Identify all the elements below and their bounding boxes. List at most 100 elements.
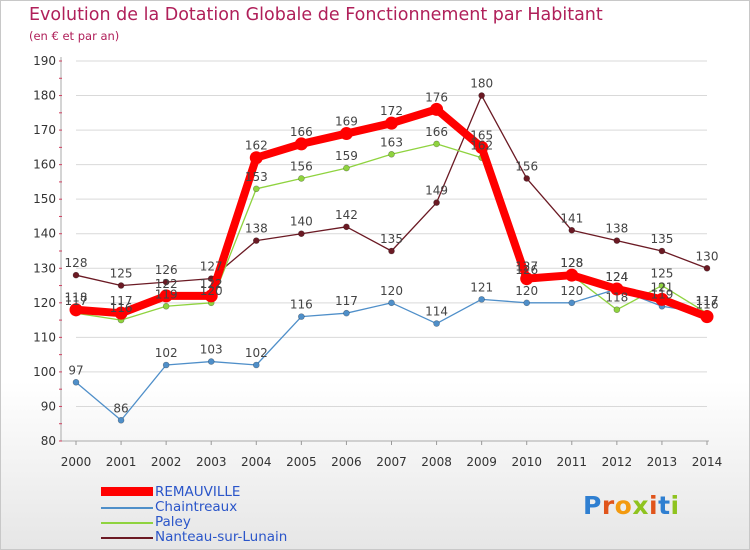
x-tick-label: 2002 [151, 455, 182, 469]
y-tick-label: 80 [41, 434, 56, 448]
data-label-chaintreaux: 97 [68, 363, 83, 377]
x-tick-label: 2000 [61, 455, 92, 469]
data-label-nanteau-sur-lunain: 138 [245, 222, 268, 236]
logo-letter: o [614, 491, 633, 520]
legend-swatch [101, 507, 153, 509]
data-point-paley [613, 306, 621, 314]
data-point-chaintreaux [162, 361, 170, 369]
y-tick-label: 130 [33, 261, 56, 275]
data-point-remauville [114, 306, 128, 320]
legend-swatch [101, 487, 153, 496]
data-label-nanteau-sur-lunain: 142 [335, 208, 358, 222]
proxiti-logo: Proxiti [583, 491, 680, 520]
logo-letter: t [658, 491, 671, 520]
data-label-nanteau-sur-lunain: 149 [425, 184, 448, 198]
data-label-nanteau-sur-lunain: 126 [155, 263, 178, 277]
x-tick-label: 2012 [602, 455, 633, 469]
data-point-chaintreaux [478, 296, 485, 303]
data-label-nanteau-sur-lunain: 141 [560, 211, 583, 225]
legend-label: REMAUVILLE [155, 484, 241, 500]
data-point-remauville [565, 268, 579, 282]
data-point-nanteau-sur-lunain [117, 282, 125, 289]
data-label-chaintreaux: 117 [696, 294, 719, 308]
data-point-nanteau-sur-lunain [72, 271, 80, 279]
data-label-remauville: 121 [650, 280, 673, 294]
data-label-nanteau-sur-lunain: 135 [650, 232, 673, 246]
data-point-chaintreaux [117, 416, 125, 424]
y-tick-label: 170 [33, 123, 56, 137]
logo-letter: i [670, 491, 680, 520]
data-label-chaintreaux: 102 [155, 346, 178, 360]
legend-label: Nanteau-sur-Lunain [155, 529, 288, 545]
y-tick-label: 180 [33, 89, 56, 103]
data-point-nanteau-sur-lunain [433, 199, 440, 206]
data-point-remauville [700, 310, 714, 324]
y-tick-label: 160 [33, 158, 56, 172]
data-label-remauville: 162 [245, 139, 268, 153]
logo-letter: x [632, 491, 649, 520]
legend-swatch [101, 537, 153, 539]
data-point-nanteau-sur-lunain [658, 247, 666, 255]
data-label-paley: 120 [200, 284, 223, 298]
x-tick-label: 2008 [421, 455, 452, 469]
data-label-remauville: 116 [696, 298, 719, 312]
data-label-remauville: 122 [155, 277, 178, 291]
data-label-remauville: 165 [470, 128, 493, 142]
logo-letter: P [583, 491, 602, 520]
data-point-chaintreaux [568, 299, 576, 307]
data-label-chaintreaux: 86 [113, 401, 128, 415]
y-tick-label: 140 [33, 227, 56, 241]
data-point-chaintreaux [298, 313, 305, 320]
x-tick-label: 2011 [557, 455, 588, 469]
data-point-paley [388, 150, 395, 158]
data-point-nanteau-sur-lunain [703, 264, 711, 272]
data-label-remauville: 127 [515, 260, 538, 274]
data-label-chaintreaux: 102 [245, 346, 268, 360]
y-tick-label: 150 [33, 192, 56, 206]
data-point-nanteau-sur-lunain [568, 226, 576, 234]
data-label-chaintreaux: 120 [560, 284, 583, 298]
data-label-remauville: 122 [200, 277, 223, 291]
data-point-chaintreaux [72, 378, 80, 386]
data-label-paley: 156 [290, 159, 313, 173]
data-point-chaintreaux [207, 358, 215, 365]
data-label-paley: 126 [515, 263, 538, 277]
data-point-chaintreaux [343, 309, 350, 317]
line-chart: 80 90 100 110 120 130 140 150 160 170 180 190 2000 20… [33, 54, 723, 469]
y-tick-label: 100 [33, 365, 56, 379]
data-label-paley: 166 [425, 125, 448, 139]
data-label-chaintreaux: 103 [200, 343, 223, 357]
data-point-nanteau-sur-lunain [478, 92, 485, 99]
data-label-remauville: 117 [110, 294, 133, 308]
data-point-remauville [159, 289, 173, 303]
x-tick-label: 2006 [331, 455, 362, 469]
data-point-nanteau-sur-lunain [162, 278, 170, 286]
data-label-paley: 128 [560, 256, 583, 270]
x-tick-label: 2014 [692, 455, 723, 469]
x-tick-label: 2010 [511, 455, 542, 469]
chart-subtitle: (en € et par an) [29, 29, 120, 43]
x-tick-label: 2001 [106, 455, 137, 469]
data-point-remauville [520, 272, 534, 286]
data-label-chaintreaux: 120 [515, 284, 538, 298]
data-point-remauville [610, 282, 624, 296]
data-point-chaintreaux [252, 361, 260, 369]
data-point-nanteau-sur-lunain [523, 175, 531, 182]
data-label-paley: 118 [605, 291, 628, 305]
data-point-chaintreaux [433, 320, 440, 327]
data-point-remauville [655, 292, 669, 306]
data-label-nanteau-sur-lunain: 128 [65, 256, 88, 270]
data-label-nanteau-sur-lunain: 125 [110, 267, 133, 281]
data-label-chaintreaux: 117 [335, 294, 358, 308]
x-tick-label: 2005 [286, 455, 317, 469]
data-label-paley: 116 [110, 301, 133, 315]
data-point-paley [298, 175, 305, 182]
data-label-paley: 125 [650, 267, 673, 281]
data-point-remauville [69, 303, 83, 317]
y-tick-label: 190 [33, 54, 56, 68]
y-tick-label: 90 [41, 399, 56, 413]
y-tick-label: 110 [33, 330, 56, 344]
legend-swatch [101, 522, 153, 524]
data-label-remauville: 128 [560, 256, 583, 270]
data-point-remauville [339, 127, 353, 141]
